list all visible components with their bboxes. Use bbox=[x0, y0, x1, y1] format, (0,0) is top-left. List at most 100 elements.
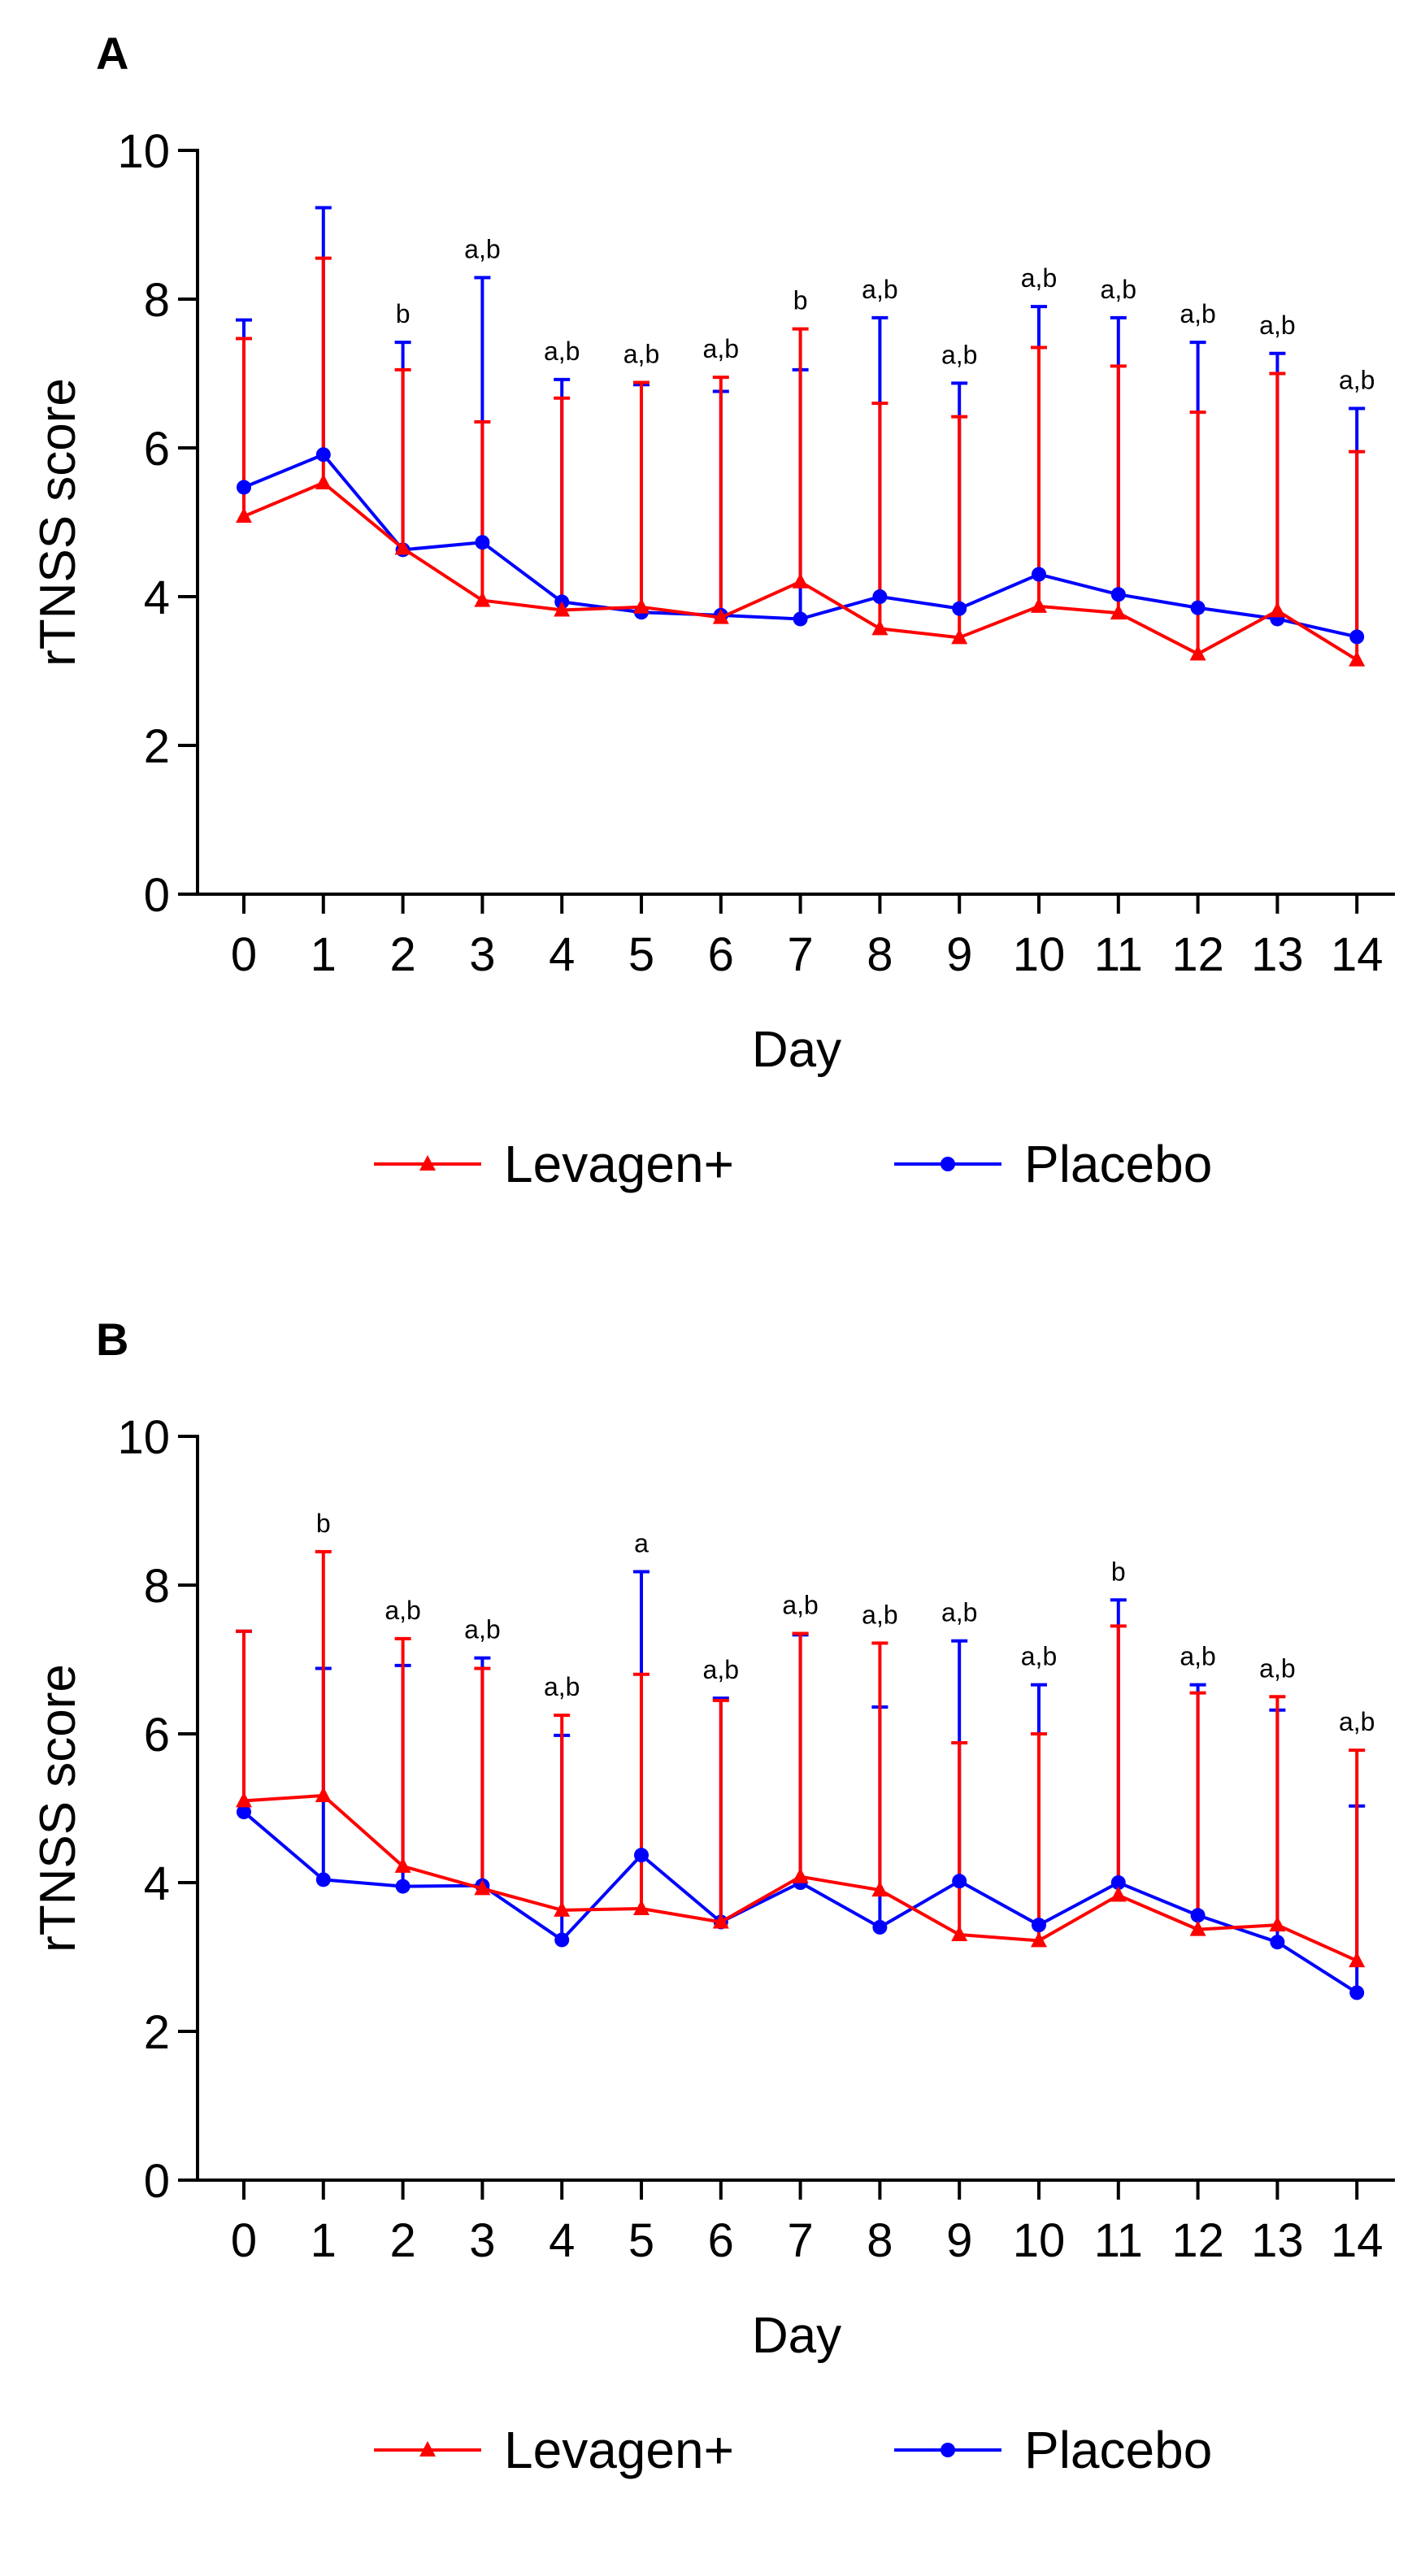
y-axis-label: rTNSS score bbox=[30, 1664, 86, 1953]
x-tick-label: 11 bbox=[1094, 928, 1143, 981]
data-point bbox=[315, 1872, 331, 1887]
y-tick-label: 8 bbox=[144, 1560, 170, 1613]
x-tick-label: 8 bbox=[867, 928, 893, 981]
data-point bbox=[952, 601, 967, 616]
x-tick-label: 4 bbox=[549, 928, 575, 981]
data-point bbox=[394, 1857, 411, 1873]
data-point bbox=[1269, 1916, 1286, 1932]
significance-label: b bbox=[793, 286, 808, 315]
data-point bbox=[1349, 1952, 1366, 1968]
data-point bbox=[394, 539, 411, 555]
significance-label: a,b bbox=[1259, 311, 1295, 340]
y-tick-label: 2 bbox=[144, 2006, 170, 2059]
significance-label: b bbox=[1111, 1557, 1126, 1586]
x-tick-label: 7 bbox=[787, 928, 813, 981]
significance-label: a,b bbox=[623, 339, 659, 368]
x-tick-label: 2 bbox=[389, 2214, 415, 2267]
significance-label: a,b bbox=[941, 1598, 977, 1627]
significance-label: a,b bbox=[384, 1596, 420, 1625]
x-tick-label: 0 bbox=[231, 2214, 257, 2267]
x-tick-label: 13 bbox=[1251, 928, 1304, 981]
data-point bbox=[1110, 1875, 1126, 1890]
significance-label: a,b bbox=[1021, 263, 1057, 293]
x-tick-label: 12 bbox=[1171, 2214, 1224, 2267]
data-point bbox=[1270, 1935, 1285, 1950]
data-point bbox=[395, 1879, 411, 1894]
x-tick-label: 1 bbox=[311, 928, 337, 981]
data-point bbox=[634, 1848, 649, 1863]
x-tick-label: 6 bbox=[708, 2214, 734, 2267]
data-point bbox=[475, 535, 490, 550]
data-point bbox=[633, 1900, 650, 1916]
significance-label: a,b bbox=[703, 334, 739, 363]
x-tick-label: 3 bbox=[469, 928, 495, 981]
significance-label: a,b bbox=[1339, 366, 1375, 395]
y-tick-label: 0 bbox=[144, 2155, 170, 2208]
legend-label: Placebo bbox=[1024, 2421, 1212, 2479]
data-point bbox=[793, 611, 808, 627]
data-point bbox=[1349, 650, 1366, 667]
data-point bbox=[1349, 629, 1365, 645]
data-point bbox=[237, 480, 251, 495]
legend-item-placebo: Placebo bbox=[894, 2421, 1212, 2479]
data-point bbox=[1189, 1920, 1206, 1936]
data-point bbox=[1031, 597, 1047, 613]
x-tick-label: 14 bbox=[1331, 928, 1384, 981]
panel-label: A bbox=[96, 28, 128, 79]
data-point bbox=[951, 628, 968, 645]
significance-label: a,b bbox=[464, 1615, 500, 1644]
data-point bbox=[236, 507, 252, 523]
significance-label: a,b bbox=[703, 1655, 739, 1684]
x-axis-label: Day bbox=[752, 1022, 841, 1078]
x-tick-label: 13 bbox=[1251, 2214, 1304, 2267]
data-point bbox=[554, 1901, 571, 1917]
y-tick-label: 6 bbox=[144, 1709, 170, 1761]
x-tick-label: 9 bbox=[946, 2214, 972, 2267]
legend-item-placebo: Placebo bbox=[894, 1135, 1212, 1193]
data-point bbox=[1110, 1886, 1127, 1902]
x-tick-label: 6 bbox=[708, 928, 734, 981]
panel-label: B bbox=[96, 1314, 128, 1365]
x-tick-label: 4 bbox=[549, 2214, 575, 2267]
data-point bbox=[871, 1881, 888, 1897]
y-tick-label: 6 bbox=[144, 423, 170, 476]
y-tick-label: 4 bbox=[144, 1857, 170, 1910]
y-tick-label: 0 bbox=[144, 869, 170, 922]
data-point bbox=[1349, 1985, 1365, 2000]
data-point bbox=[712, 608, 729, 624]
x-tick-label: 9 bbox=[946, 928, 972, 981]
data-point bbox=[474, 591, 491, 607]
x-tick-label: 1 bbox=[311, 2214, 337, 2267]
legend-label: Levagen+ bbox=[504, 2421, 734, 2479]
data-point bbox=[952, 1874, 967, 1889]
legend-marker bbox=[941, 1157, 955, 1171]
x-tick-label: 5 bbox=[628, 2214, 654, 2267]
x-tick-label: 2 bbox=[389, 928, 415, 981]
data-point bbox=[1269, 602, 1286, 618]
data-point bbox=[315, 1786, 332, 1802]
data-point bbox=[951, 1926, 968, 1942]
data-point bbox=[315, 474, 332, 490]
x-tick-label: 3 bbox=[469, 2214, 495, 2267]
significance-label: a,b bbox=[1259, 1653, 1295, 1683]
significance-label: a,b bbox=[862, 1600, 897, 1629]
data-point bbox=[792, 572, 809, 589]
legend-label: Placebo bbox=[1024, 1135, 1212, 1193]
data-point bbox=[712, 1913, 729, 1929]
data-point bbox=[633, 597, 650, 614]
data-point bbox=[871, 619, 888, 636]
error-bars-levagen bbox=[236, 1549, 1366, 1961]
y-tick-label: 8 bbox=[144, 274, 170, 327]
y-tick-label: 2 bbox=[144, 720, 170, 773]
data-point bbox=[315, 447, 331, 463]
significance-label: a,b bbox=[544, 1672, 580, 1701]
significance-label: a,b bbox=[782, 1590, 818, 1619]
x-tick-label: 0 bbox=[231, 928, 257, 981]
data-point bbox=[1190, 600, 1206, 615]
data-point bbox=[1190, 1908, 1206, 1923]
legend-label: Levagen+ bbox=[504, 1135, 734, 1193]
significance-label: a,b bbox=[1180, 299, 1215, 328]
x-tick-label: 10 bbox=[1013, 2214, 1066, 2267]
